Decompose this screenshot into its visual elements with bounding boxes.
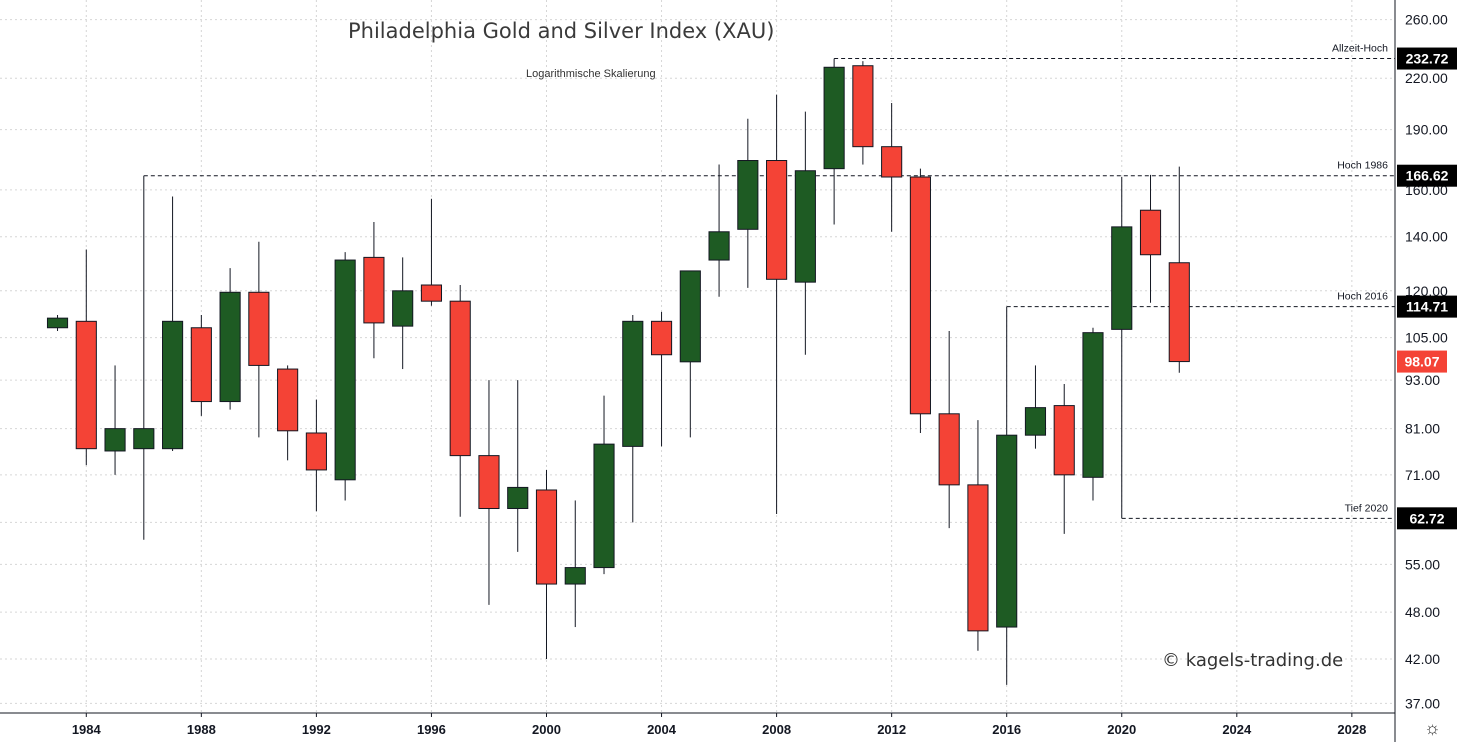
- x-tick-label: 1988: [187, 722, 216, 737]
- y-tick-label: 120.00: [1405, 283, 1448, 299]
- candle-body: [622, 320, 644, 447]
- candle-body: [1139, 209, 1162, 256]
- candle-body: [334, 259, 356, 481]
- candle-body: [478, 455, 500, 510]
- candle-body: [277, 368, 299, 432]
- level-value-box: [1397, 47, 1457, 70]
- x-tick-label: 1996: [417, 722, 446, 737]
- last-price-box: [1397, 350, 1447, 373]
- level-value-text: 166.62: [1406, 168, 1449, 184]
- candle-body: [967, 484, 989, 632]
- level-label: Allzeit-Hoch: [1332, 43, 1388, 55]
- x-tick-label: 1992: [302, 722, 331, 737]
- y-tick-label: 140.00: [1405, 229, 1448, 245]
- x-tick-label: 1984: [72, 722, 102, 737]
- candle-body: [1024, 407, 1047, 436]
- y-tick-label: 37.00: [1405, 695, 1440, 711]
- y-tick-label: 81.00: [1405, 421, 1440, 437]
- x-tick-label: 2020: [1107, 722, 1136, 737]
- candle-body: [248, 291, 270, 366]
- x-tick-label: 2024: [1222, 722, 1252, 737]
- chart-title: Philadelphia Gold and Silver Index (XAU): [348, 19, 775, 43]
- candle-body: [1082, 332, 1104, 478]
- candle-body: [593, 443, 615, 569]
- x-tick-label: 2000: [532, 722, 561, 737]
- level-value-text: 114.71: [1406, 299, 1448, 315]
- candle-body: [708, 231, 730, 261]
- level-label: Hoch 1986: [1337, 160, 1388, 172]
- candle-body: [1168, 262, 1190, 363]
- candle-body: [1111, 226, 1133, 330]
- candle-body: [392, 290, 414, 327]
- candle-body: [679, 270, 701, 363]
- level-value-box: [1397, 164, 1457, 187]
- candle-body: [852, 65, 874, 148]
- level-label: Tief 2020: [1345, 502, 1389, 514]
- y-tick-label: 48.00: [1405, 604, 1440, 620]
- level-value-text: 232.72: [1406, 51, 1449, 67]
- level-value-box: [1397, 295, 1457, 318]
- x-tick-label: 2004: [647, 722, 677, 737]
- x-tick-label: 2028: [1337, 722, 1366, 737]
- candle-body: [766, 160, 788, 280]
- y-tick-label: 93.00: [1405, 372, 1440, 388]
- candle-body: [133, 428, 155, 450]
- candle-body: [190, 327, 212, 403]
- candle-body: [737, 160, 759, 230]
- candles: [46, 58, 1190, 685]
- x-tick-label: 2016: [992, 722, 1021, 737]
- candle-body: [363, 256, 385, 324]
- candle-body: [794, 170, 816, 283]
- candle-body: [162, 320, 184, 450]
- candle-body: [881, 146, 903, 178]
- last-price-text: 98.07: [1404, 354, 1439, 370]
- candle-body: [420, 284, 443, 302]
- y-tick-label: 260.00: [1405, 12, 1448, 28]
- candle-body: [996, 434, 1018, 628]
- candle-body: [938, 413, 960, 486]
- candle-body: [535, 489, 558, 585]
- level-value-text: 62.72: [1409, 510, 1444, 526]
- candle-body: [75, 320, 97, 450]
- candle-body: [564, 567, 586, 585]
- candle-body: [219, 291, 241, 403]
- candle-body: [305, 432, 327, 471]
- level-label: Hoch 2016: [1337, 291, 1388, 303]
- x-tick-label: 2008: [762, 722, 791, 737]
- x-tick-label: 2012: [877, 722, 906, 737]
- y-tick-label: 220.00: [1405, 70, 1448, 86]
- candle-body: [104, 428, 126, 452]
- candle-body: [507, 486, 529, 510]
- y-tick-label: 55.00: [1405, 556, 1440, 572]
- candle-body: [1053, 405, 1075, 476]
- gear-icon[interactable]: ☼: [1424, 718, 1441, 738]
- y-tick-label: 42.00: [1405, 651, 1440, 667]
- y-tick-label: 105.00: [1405, 330, 1448, 346]
- candle-body: [650, 320, 673, 356]
- candle-body: [823, 66, 845, 170]
- level-value-box: [1397, 507, 1457, 530]
- y-tick-label: 190.00: [1405, 122, 1448, 138]
- candle-body: [909, 176, 931, 415]
- candle-body: [46, 317, 69, 329]
- candle-body: [449, 300, 471, 457]
- watermark: © kagels-trading.de: [1162, 650, 1344, 671]
- y-tick-label: 71.00: [1405, 467, 1440, 483]
- chart-subtitle: Logarithmische Skalierung: [526, 68, 656, 80]
